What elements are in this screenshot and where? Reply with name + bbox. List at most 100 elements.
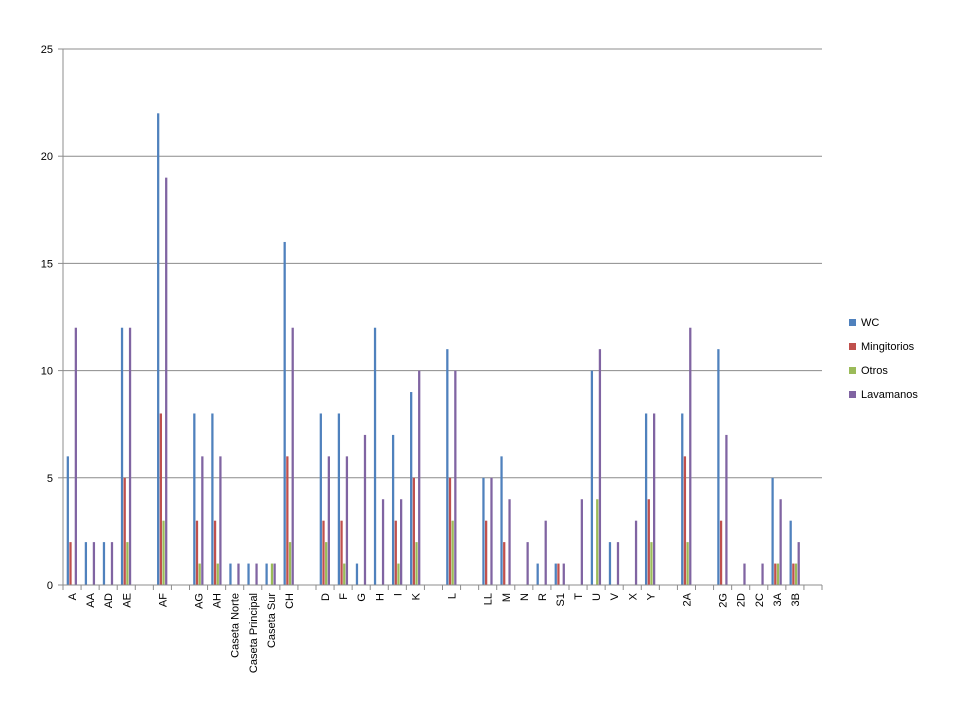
x-tick-label: AD [103, 593, 115, 608]
x-tick-label: X [627, 592, 639, 600]
x-tick-label: 3B [790, 593, 802, 606]
legend-label: Lavamanos [861, 389, 918, 401]
bar-otros [794, 563, 798, 585]
bar-wc [247, 563, 250, 585]
bar-mingitorios [774, 563, 777, 585]
bar-lavamanos [418, 370, 421, 585]
bar-lavamanos [653, 413, 656, 585]
bar-mingitorios [412, 477, 415, 585]
x-tick-label: I [392, 593, 404, 596]
bar-lavamanos [255, 563, 258, 585]
bar-mingitorios [647, 499, 650, 585]
x-axis-tick-labels: A AA AD AE AF AG AH Caseta Norte Caseta Principa… [67, 592, 802, 673]
bar-otros [288, 542, 292, 585]
bar-lavamanos [616, 542, 620, 585]
bar-wc [482, 477, 485, 585]
bar-wc [84, 542, 88, 585]
x-tick-label: R [537, 593, 549, 601]
bar-lavamanos [74, 327, 77, 585]
x-tick-label: AE [121, 593, 133, 608]
bar-lavamanos [779, 499, 782, 585]
x-tick-label: Caseta Sur [266, 593, 278, 648]
bar-lavamanos [490, 477, 493, 585]
x-tick-label: A [67, 592, 79, 600]
y-tick-label: 15 [41, 258, 53, 270]
bar-mingitorios [485, 520, 488, 585]
legend-label: Mingitorios [861, 341, 915, 353]
bar-lavamanos [725, 434, 728, 585]
legend-swatch [849, 343, 856, 350]
bar-lavamanos [219, 456, 222, 585]
bar-lavamanos [128, 327, 132, 585]
bar-lavamanos [381, 499, 385, 585]
bar-otros [216, 563, 219, 585]
bar-lavamanos [598, 349, 602, 585]
bar-wc [644, 413, 648, 585]
bar-wc [590, 370, 594, 585]
data-bars [66, 113, 800, 585]
bar-mingitorios [213, 520, 217, 585]
bar-mingitorios [195, 520, 199, 585]
x-tick-label: Caseta Principal [248, 593, 260, 673]
bar-lavamanos [689, 327, 692, 585]
y-axis-tick-labels: 0 5 10 15 20 25 [41, 44, 53, 592]
bar-otros [198, 563, 201, 585]
grid-lines [63, 48, 822, 479]
bar-mingitorios [719, 520, 723, 585]
bar-wc [193, 413, 196, 585]
axes [58, 48, 823, 590]
bar-wc [66, 456, 69, 585]
legend: WC Mingitorios Otros Lavamanos [849, 317, 918, 401]
bar-lavamanos [797, 542, 800, 585]
bar-lavamanos [237, 563, 240, 585]
bar-lavamanos [327, 456, 330, 585]
y-tick-label: 20 [41, 151, 53, 163]
bar-lavamanos [761, 563, 764, 585]
bar-lavamanos [291, 327, 294, 585]
bar-otros [451, 520, 454, 585]
x-tick-label: CH [284, 593, 296, 609]
bar-lavamanos [454, 370, 457, 585]
bar-wc [211, 413, 214, 585]
bar-wc [229, 563, 232, 585]
legend-swatch [849, 391, 856, 398]
bar-lavamanos [201, 456, 204, 585]
bar-wc [717, 349, 720, 585]
bar-otros [397, 563, 400, 585]
x-tick-label: 2C [754, 593, 766, 607]
bar-wc [789, 520, 792, 585]
bar-wc [355, 563, 359, 585]
bar-otros [343, 563, 346, 585]
bar-wc [391, 434, 395, 585]
bar-wc [337, 413, 341, 585]
bar-otros [325, 542, 328, 585]
x-tick-label: V [609, 592, 621, 600]
bar-wc [319, 413, 322, 585]
x-tick-label: 3A [772, 592, 784, 606]
legend-swatch [849, 367, 856, 374]
bar-wc [554, 563, 557, 585]
bar-wc [157, 113, 160, 585]
bar-wc [446, 349, 449, 585]
x-tick-label: S1 [555, 593, 567, 606]
x-tick-label: K [410, 592, 422, 600]
x-tick-label: AF [157, 593, 169, 607]
x-tick-label: AA [85, 592, 97, 607]
bar-lavamanos [580, 499, 583, 585]
bar-wc [681, 413, 684, 585]
bar-wc [771, 477, 774, 585]
x-tick-label: G [356, 593, 368, 602]
bar-lavamanos [562, 563, 565, 585]
bar-wc [410, 392, 413, 585]
y-tick-label: 10 [41, 366, 53, 378]
bar-mingitorios [159, 413, 162, 585]
bar-wc [608, 542, 612, 585]
bar-otros [776, 563, 780, 585]
legend-label: WC [861, 317, 879, 329]
x-tick-label: T [573, 593, 585, 600]
x-tick-label: Caseta Norte [230, 593, 242, 658]
bar-lavamanos [544, 520, 547, 585]
y-tick-label: 5 [47, 473, 53, 485]
x-tick-label: 2D [736, 593, 748, 607]
